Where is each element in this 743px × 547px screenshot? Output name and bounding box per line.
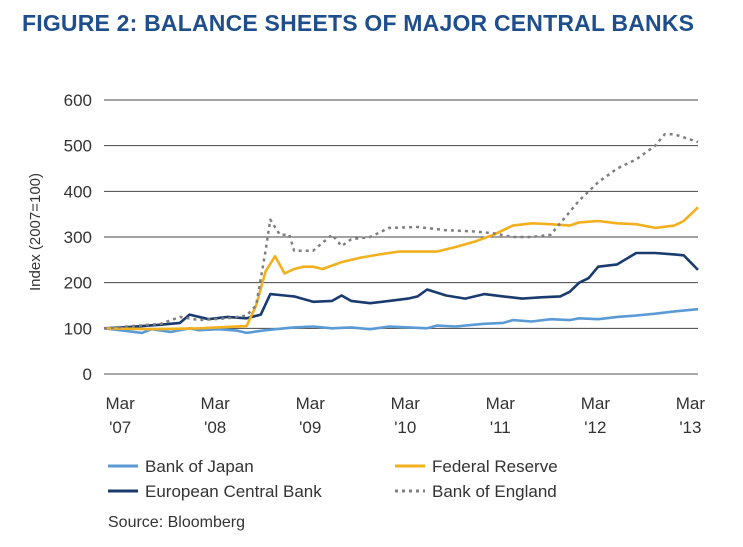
x-tick-label-year: '08 (204, 418, 226, 437)
x-tick-label-month: Mar (201, 394, 231, 413)
y-tick-label: 500 (64, 137, 92, 156)
y-tick-label: 0 (83, 365, 92, 384)
y-tick-label: 300 (64, 228, 92, 247)
y-axis-label: Index (2007=100) (27, 173, 44, 291)
x-tick-label-month: Mar (486, 394, 516, 413)
x-tick-label-year: '13 (679, 418, 701, 437)
series-line-bank-of-england (103, 133, 699, 330)
series-line-bank-of-japan (103, 307, 699, 335)
legend-label-bank-of-japan: Bank of Japan (145, 457, 254, 476)
source-note: Source: Bloomberg (108, 514, 245, 531)
series-lines (103, 133, 699, 335)
series-line-federal-reserve (103, 206, 699, 331)
x-tick-label-month: Mar (581, 394, 611, 413)
y-tick-label: 400 (64, 182, 92, 201)
x-tick-label-month: Mar (391, 394, 421, 413)
x-tick-label-year: '10 (394, 418, 416, 437)
x-tick-label-year: '12 (584, 418, 606, 437)
y-tick-label: 200 (64, 274, 92, 293)
x-tick-label-month: Mar (296, 394, 326, 413)
legend-label-federal-reserve: Federal Reserve (432, 457, 558, 476)
x-tick-label-year: '09 (299, 418, 321, 437)
chart-title: FIGURE 2: BALANCE SHEETS OF MAJOR CENTRA… (22, 10, 695, 36)
legend-label-european-central-bank: European Central Bank (145, 482, 322, 501)
x-axis-ticks: Mar '07 Mar '08 Mar '09 Mar '10 Mar '11 Mar '12 Mar '… (106, 394, 706, 437)
y-tick-label: 100 (64, 319, 92, 338)
gridlines (104, 99, 698, 375)
x-tick-label-month: Mar (676, 394, 706, 413)
y-axis-ticks: 0 100 200 300 400 500 600 (64, 91, 92, 384)
x-tick-label-month: Mar (106, 394, 136, 413)
legend: Bank of Japan European Central Bank Fede… (108, 457, 558, 501)
x-tick-label-year: '11 (490, 418, 511, 437)
legend-label-bank-of-england: Bank of England (432, 482, 557, 501)
x-tick-label-year: '07 (109, 418, 131, 437)
y-tick-label: 600 (64, 91, 92, 110)
